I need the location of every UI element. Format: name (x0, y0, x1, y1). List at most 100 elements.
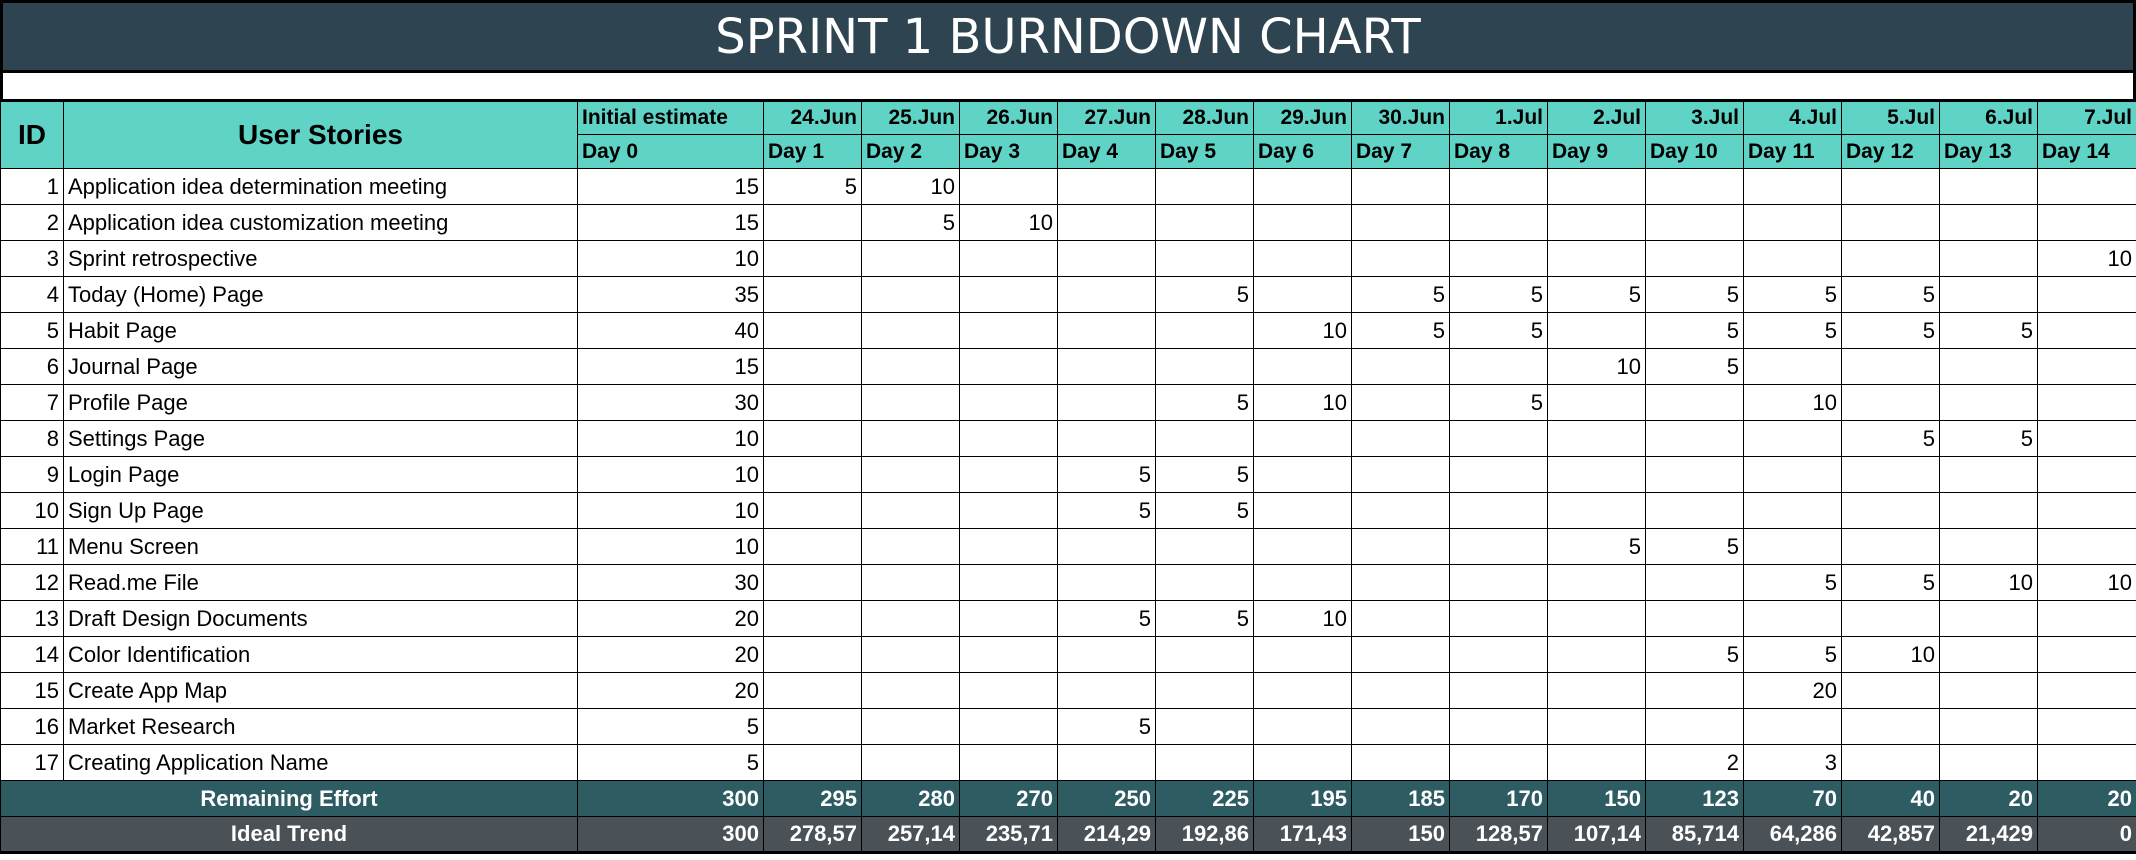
day-effort-cell[interactable] (763, 456, 862, 493)
story-name-cell[interactable]: Sprint retrospective (63, 240, 578, 277)
day-effort-cell[interactable] (1743, 420, 1842, 457)
day-effort-cell[interactable] (763, 384, 862, 421)
day-effort-cell[interactable] (1547, 492, 1646, 529)
ideal-trend-cell[interactable]: 64,286 (1743, 816, 1842, 853)
day-effort-cell[interactable] (1841, 744, 1940, 781)
day-effort-cell[interactable] (1547, 636, 1646, 673)
day-effort-cell[interactable] (1155, 672, 1254, 709)
day-effort-cell[interactable] (1547, 708, 1646, 745)
day-effort-cell[interactable] (763, 744, 862, 781)
story-id-cell[interactable]: 10 (0, 492, 64, 529)
ideal-trend-label[interactable]: Ideal Trend (0, 816, 578, 853)
day-effort-cell[interactable]: 10 (1743, 384, 1842, 421)
day-effort-cell[interactable] (1841, 456, 1940, 493)
day-effort-cell[interactable]: 5 (1351, 276, 1450, 313)
day-effort-cell[interactable] (1155, 564, 1254, 601)
day-effort-cell[interactable] (861, 600, 960, 637)
day-effort-cell[interactable]: 5 (1155, 492, 1254, 529)
header-day[interactable]: Day 14 (2037, 134, 2136, 169)
day-effort-cell[interactable]: 5 (1841, 564, 1940, 601)
day-effort-cell[interactable] (1253, 636, 1352, 673)
day-effort-cell[interactable] (2037, 348, 2136, 385)
day-effort-cell[interactable] (763, 672, 862, 709)
story-name-cell[interactable]: Read.me File (63, 564, 578, 601)
day-effort-cell[interactable] (1939, 240, 2038, 277)
day-effort-cell[interactable] (1645, 600, 1744, 637)
day-effort-cell[interactable] (2037, 456, 2136, 493)
ideal-trend-cell[interactable]: 257,14 (861, 816, 960, 853)
day-effort-cell[interactable] (2037, 276, 2136, 313)
story-name-cell[interactable]: Journal Page (63, 348, 578, 385)
day-effort-cell[interactable] (1057, 240, 1156, 277)
day-effort-cell[interactable] (1939, 600, 2038, 637)
header-date[interactable]: 1.Jul (1449, 100, 1548, 135)
day-effort-cell[interactable]: 2 (1645, 744, 1744, 781)
day-effort-cell[interactable] (959, 708, 1058, 745)
story-id-cell[interactable]: 2 (0, 204, 64, 241)
story-id-cell[interactable]: 15 (0, 672, 64, 709)
day-effort-cell[interactable] (1645, 564, 1744, 601)
remaining-effort-cell[interactable]: 270 (959, 780, 1058, 817)
day-effort-cell[interactable] (1841, 528, 1940, 565)
day-effort-cell[interactable] (861, 312, 960, 349)
header-date[interactable]: 4.Jul (1743, 100, 1842, 135)
day-effort-cell[interactable] (1841, 348, 1940, 385)
day-effort-cell[interactable] (1449, 492, 1548, 529)
remaining-effort-cell[interactable]: 40 (1841, 780, 1940, 817)
remaining-effort-label[interactable]: Remaining Effort (0, 780, 578, 817)
day-effort-cell[interactable] (861, 672, 960, 709)
header-day[interactable]: Day 11 (1743, 134, 1842, 169)
day-effort-cell[interactable] (1743, 168, 1842, 205)
day-effort-cell[interactable] (1253, 708, 1352, 745)
day-effort-cell[interactable] (1351, 168, 1450, 205)
story-name-cell[interactable]: Draft Design Documents (63, 600, 578, 637)
header-day[interactable]: Day 8 (1449, 134, 1548, 169)
day-effort-cell[interactable] (1743, 600, 1842, 637)
day-effort-cell[interactable] (1449, 456, 1548, 493)
ideal-trend-cell[interactable]: 107,14 (1547, 816, 1646, 853)
day-effort-cell[interactable] (763, 420, 862, 457)
day-effort-cell[interactable] (1939, 204, 2038, 241)
story-name-cell[interactable]: Profile Page (63, 384, 578, 421)
header-initial-estimate[interactable]: Initial estimate (577, 100, 764, 135)
day-effort-cell[interactable] (1939, 528, 2038, 565)
story-id-cell[interactable]: 8 (0, 420, 64, 457)
day-effort-cell[interactable] (763, 276, 862, 313)
story-id-cell[interactable]: 3 (0, 240, 64, 277)
day-effort-cell[interactable] (1253, 672, 1352, 709)
header-day[interactable]: Day 13 (1939, 134, 2038, 169)
day-effort-cell[interactable] (1939, 672, 2038, 709)
day-effort-cell[interactable] (1743, 204, 1842, 241)
remaining-effort-cell[interactable]: 170 (1449, 780, 1548, 817)
remaining-effort-cell[interactable]: 185 (1351, 780, 1450, 817)
remaining-effort-cell[interactable]: 295 (763, 780, 862, 817)
day-effort-cell[interactable] (1547, 672, 1646, 709)
day-effort-cell[interactable] (959, 600, 1058, 637)
remaining-effort-cell[interactable]: 300 (577, 780, 764, 817)
day-effort-cell[interactable] (1351, 384, 1450, 421)
day-effort-cell[interactable]: 20 (1743, 672, 1842, 709)
day-effort-cell[interactable]: 10 (1841, 636, 1940, 673)
day-effort-cell[interactable] (1547, 456, 1646, 493)
day-effort-cell[interactable] (959, 492, 1058, 529)
day-effort-cell[interactable] (959, 168, 1058, 205)
day-effort-cell[interactable]: 10 (959, 204, 1058, 241)
story-id-cell[interactable]: 9 (0, 456, 64, 493)
day-effort-cell[interactable] (1155, 348, 1254, 385)
day-effort-cell[interactable] (1841, 384, 1940, 421)
header-day[interactable]: Day 1 (763, 134, 862, 169)
initial-estimate-cell[interactable]: 30 (577, 384, 764, 421)
day-effort-cell[interactable] (763, 312, 862, 349)
day-effort-cell[interactable] (1645, 384, 1744, 421)
initial-estimate-cell[interactable]: 15 (577, 168, 764, 205)
day-effort-cell[interactable] (1547, 312, 1646, 349)
header-day[interactable]: Day 4 (1057, 134, 1156, 169)
day-effort-cell[interactable] (1547, 564, 1646, 601)
day-effort-cell[interactable] (1939, 348, 2038, 385)
day-effort-cell[interactable] (1743, 456, 1842, 493)
day-effort-cell[interactable] (1057, 636, 1156, 673)
story-name-cell[interactable]: Today (Home) Page (63, 276, 578, 313)
day-effort-cell[interactable] (1449, 348, 1548, 385)
header-id[interactable]: ID (0, 100, 64, 169)
header-date[interactable]: 7.Jul (2037, 100, 2136, 135)
